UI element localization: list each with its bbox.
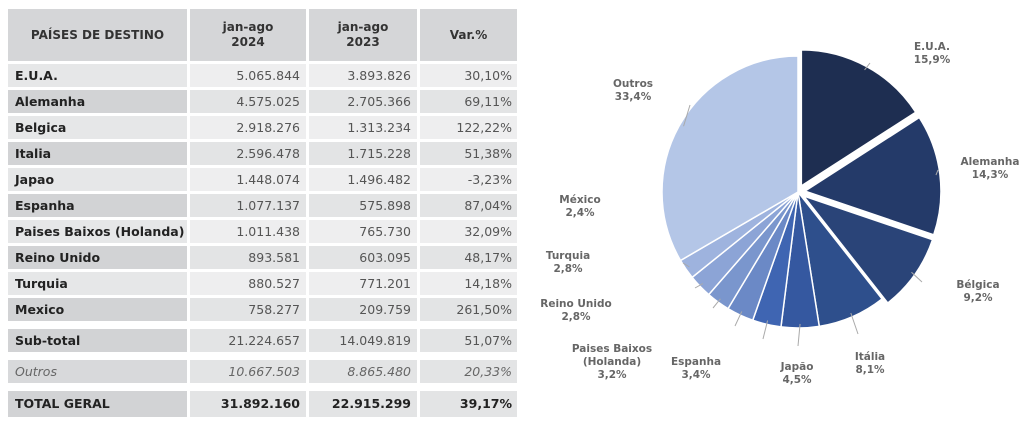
country-cell: Alemanha xyxy=(8,90,187,113)
variation-cell: 20,33% xyxy=(420,360,517,383)
table-row: Mexico 758.277 209.759 261,50% xyxy=(8,298,517,321)
others-row: Outros 10.667.503 8.865.480 20,33% xyxy=(8,360,517,383)
country-cell: Paises Baixos (Holanda) xyxy=(8,220,187,243)
table-row: Italia 2.596.478 1.715.228 51,38% xyxy=(8,142,517,165)
leader-line xyxy=(864,62,871,71)
variation-cell: Var.% xyxy=(420,9,517,61)
pie-slice xyxy=(803,116,942,236)
value-cell: 1.715.228 xyxy=(309,142,417,165)
value-cell: 8.865.480 xyxy=(309,360,417,383)
value-cell: 2.596.478 xyxy=(190,142,306,165)
leader-line xyxy=(935,169,939,176)
variation-cell: 30,10% xyxy=(420,64,517,87)
slice-label: Paises Baixos (Holanda) 3,2% xyxy=(572,343,652,381)
variation-cell: 39,17% xyxy=(420,391,517,417)
country-cell: Sub-total xyxy=(8,329,187,352)
value-cell: 14.049.819 xyxy=(309,329,417,352)
slice-label: Reino Unido 2,8% xyxy=(540,298,611,323)
table-row: Alemanha 4.575.025 2.705.366 69,11% xyxy=(8,90,517,113)
slice-label: Bélgica 9,2% xyxy=(956,279,999,304)
table-row: Reino Unido 893.581 603.095 48,17% xyxy=(8,246,517,269)
pie-slice xyxy=(801,194,934,305)
slice-label: México 2,4% xyxy=(559,194,600,219)
pie-slice xyxy=(800,49,917,188)
value-cell: 758.277 xyxy=(190,298,306,321)
leader-line xyxy=(682,262,690,268)
slice-label: Turquia 2,8% xyxy=(546,250,590,275)
variation-cell: -3,23% xyxy=(420,168,517,191)
value-cell: 1.496.482 xyxy=(309,168,417,191)
table-header: PAÍSES DE DESTINO jan-ago 2024 jan-ago 2023 V… xyxy=(8,9,517,61)
table-row: Espanha 1.077.137 575.898 87,04% xyxy=(8,194,517,217)
value-cell: 603.095 xyxy=(309,246,417,269)
value-cell: 3.893.826 xyxy=(309,64,417,87)
leader-line xyxy=(712,298,721,309)
slice-label: E.U.A. 15,9% xyxy=(914,41,951,66)
pie-chart: E.U.A. 15,9% Alemanha 14,3% Bélgica 9,2% Itáli… xyxy=(540,41,1020,386)
country-cell: Mexico xyxy=(8,298,187,321)
table-row: Belgica 2.918.276 1.313.234 122,22% xyxy=(8,116,517,139)
value-cell: 2.705.366 xyxy=(309,90,417,113)
slice-label: Itália 8,1% xyxy=(855,351,885,376)
value-cell: 893.581 xyxy=(190,246,306,269)
value-cell: 575.898 xyxy=(309,194,417,217)
table-row: Paises Baixos (Holanda) 1.011.438 765.730 3… xyxy=(8,220,517,243)
value-cell: 880.527 xyxy=(190,272,306,295)
value-cell: 31.892.160 xyxy=(190,391,306,417)
subtotal-row: Sub-total 21.224.657 14.049.819 51,07% xyxy=(8,329,517,352)
value-cell: 1.077.137 xyxy=(190,194,306,217)
leader-line xyxy=(797,323,801,347)
table-row: Turquia 880.527 771.201 14,18% xyxy=(8,272,517,295)
variation-cell: 69,11% xyxy=(420,90,517,113)
slice-label: Outros 33,4% xyxy=(613,78,653,103)
variation-cell: 51,38% xyxy=(420,142,517,165)
leader-line xyxy=(911,271,923,283)
country-cell: TOTAL GERAL xyxy=(8,391,187,417)
variation-cell: 87,04% xyxy=(420,194,517,217)
leader-line xyxy=(694,283,704,289)
leader-line xyxy=(850,312,859,335)
country-cell: PAÍSES DE DESTINO xyxy=(8,9,187,61)
destination-countries-table: PAÍSES DE DESTINO jan-ago 2024 jan-ago 2023 V… xyxy=(8,9,517,420)
value-cell: 4.575.025 xyxy=(190,90,306,113)
table-row: Japao 1.448.074 1.496.482 -3,23% xyxy=(8,168,517,191)
variation-cell: 48,17% xyxy=(420,246,517,269)
variation-cell: 32,09% xyxy=(420,220,517,243)
value-cell: jan-ago 2024 xyxy=(190,9,306,61)
value-cell: jan-ago 2023 xyxy=(309,9,417,61)
country-cell: Reino Unido xyxy=(8,246,187,269)
leader-line xyxy=(762,320,769,340)
value-cell: 2.918.276 xyxy=(190,116,306,139)
value-cell: 209.759 xyxy=(309,298,417,321)
variation-cell: 51,07% xyxy=(420,329,517,352)
pie-slice xyxy=(661,55,799,262)
leader-line xyxy=(734,311,743,327)
value-cell: 1.313.234 xyxy=(309,116,417,139)
value-cell: 765.730 xyxy=(309,220,417,243)
variation-cell: 14,18% xyxy=(420,272,517,295)
country-cell: Belgica xyxy=(8,116,187,139)
variation-cell: 122,22% xyxy=(420,116,517,139)
value-cell: 1.448.074 xyxy=(190,168,306,191)
table-row: E.U.A. 5.065.844 3.893.826 30,10% xyxy=(8,64,517,87)
value-cell: 10.667.503 xyxy=(190,360,306,383)
value-cell: 22.915.299 xyxy=(309,391,417,417)
value-cell: 1.011.438 xyxy=(190,220,306,243)
value-cell: 771.201 xyxy=(309,272,417,295)
country-cell: Italia xyxy=(8,142,187,165)
slice-label: Espanha 3,4% xyxy=(671,356,721,381)
slice-label: Alemanha 14,3% xyxy=(961,156,1020,181)
country-cell: Turquia xyxy=(8,272,187,295)
variation-cell: 261,50% xyxy=(420,298,517,321)
country-cell: Outros xyxy=(8,360,187,383)
value-cell: 5.065.844 xyxy=(190,64,306,87)
slice-label: Japão 4,5% xyxy=(780,361,814,386)
country-cell: Japao xyxy=(8,168,187,191)
leader-line xyxy=(683,104,691,127)
value-cell: 21.224.657 xyxy=(190,329,306,352)
total-row: TOTAL GERAL 31.892.160 22.915.299 39,17% xyxy=(8,391,517,417)
country-cell: Espanha xyxy=(8,194,187,217)
country-cell: E.U.A. xyxy=(8,64,187,87)
